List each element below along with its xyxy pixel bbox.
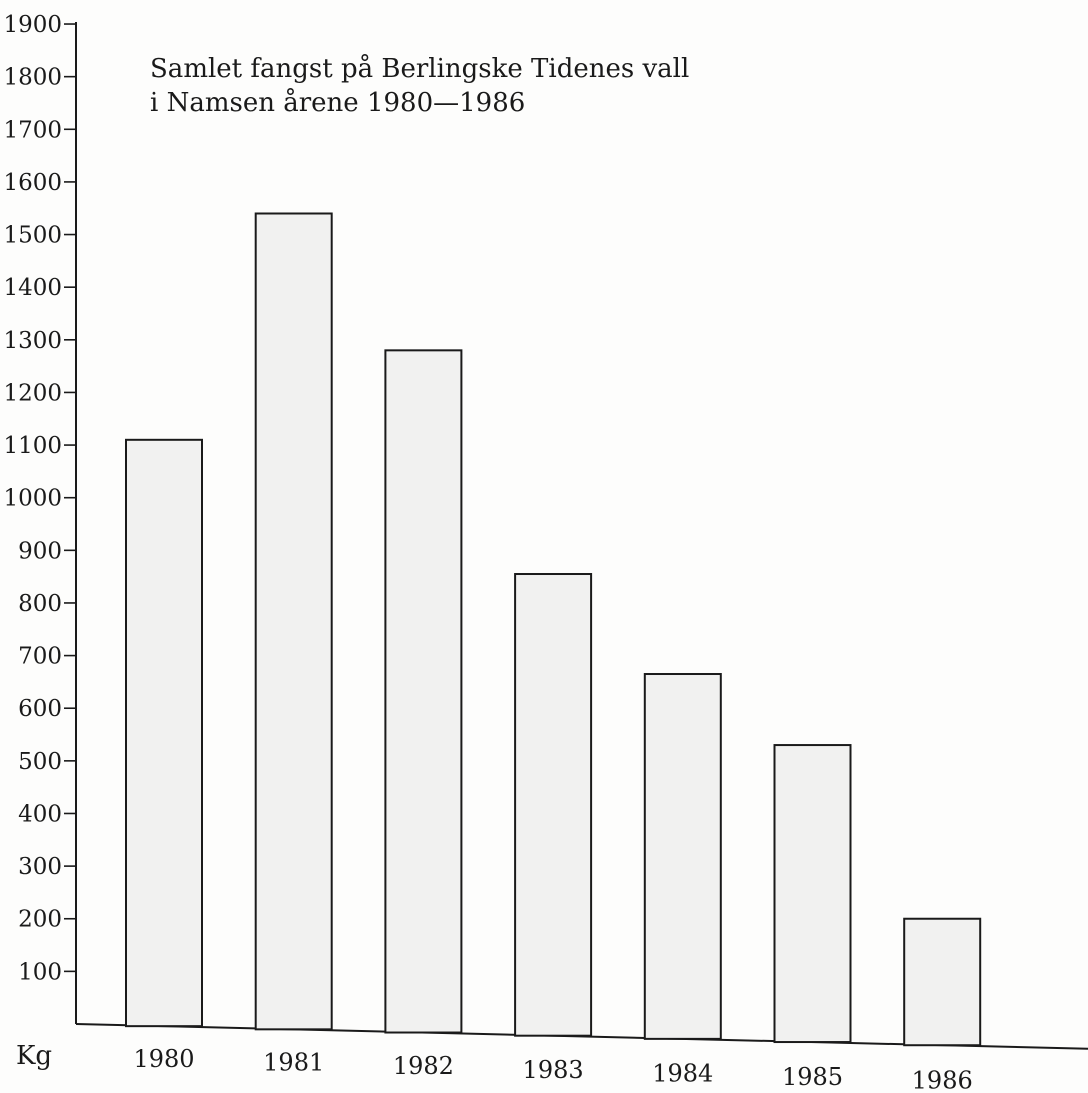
y-tick-label: 1300	[3, 328, 62, 354]
bar-1980	[125, 438, 203, 1028]
chart-title-line-1: Samlet fangst på Berlingske Tidenes vall	[150, 53, 689, 84]
bar-1984	[643, 673, 722, 1040]
x-tick-label: 1984	[652, 1059, 713, 1087]
x-tick-label: 1982	[393, 1052, 454, 1080]
y-tick-label: 900	[18, 538, 62, 564]
y-tick-label: 200	[18, 907, 62, 933]
y-tick-label: 1900	[3, 12, 62, 38]
y-tick-label: 800	[18, 591, 62, 617]
x-axis-labels: 1980 1981 1982 1983 1984 1985 1986	[133, 1045, 972, 1093]
y-tick-label: 1700	[3, 117, 62, 143]
chart-title-line-2: i Namsen årene 1980—1986	[150, 87, 525, 118]
bar-1986	[903, 917, 982, 1047]
x-tick-label: 1985	[782, 1063, 843, 1091]
x-tick-label: 1980	[133, 1045, 194, 1073]
y-tick-label: 1200	[3, 380, 62, 406]
x-tick-label: 1986	[912, 1067, 973, 1093]
bar-1985	[773, 744, 852, 1044]
y-tick-label: 1100	[3, 433, 62, 459]
bars	[125, 212, 982, 1047]
bar-1982	[384, 349, 463, 1034]
y-tick-label: 1500	[3, 223, 62, 249]
x-tick-label: 1981	[263, 1049, 324, 1077]
bar-1981	[254, 212, 333, 1031]
y-axis-ticks: 100 200 300 400 500 600 700 800 900 1000 1100 1200 1…	[3, 12, 76, 985]
y-tick-label: 600	[18, 696, 62, 722]
y-tick-label: 1000	[3, 486, 62, 512]
y-axis-unit-label: Kg	[16, 1041, 52, 1071]
bar-1983	[514, 573, 593, 1037]
x-tick-label: 1983	[523, 1056, 584, 1084]
y-tick-label: 400	[18, 801, 62, 827]
y-tick-label: 1400	[3, 275, 62, 301]
y-tick-label: 1600	[3, 170, 62, 196]
y-tick-label: 100	[18, 959, 62, 985]
y-tick-label: 700	[18, 644, 62, 670]
y-tick-label: 300	[18, 854, 62, 880]
y-tick-label: 500	[18, 749, 62, 775]
y-tick-label: 1800	[3, 65, 62, 91]
